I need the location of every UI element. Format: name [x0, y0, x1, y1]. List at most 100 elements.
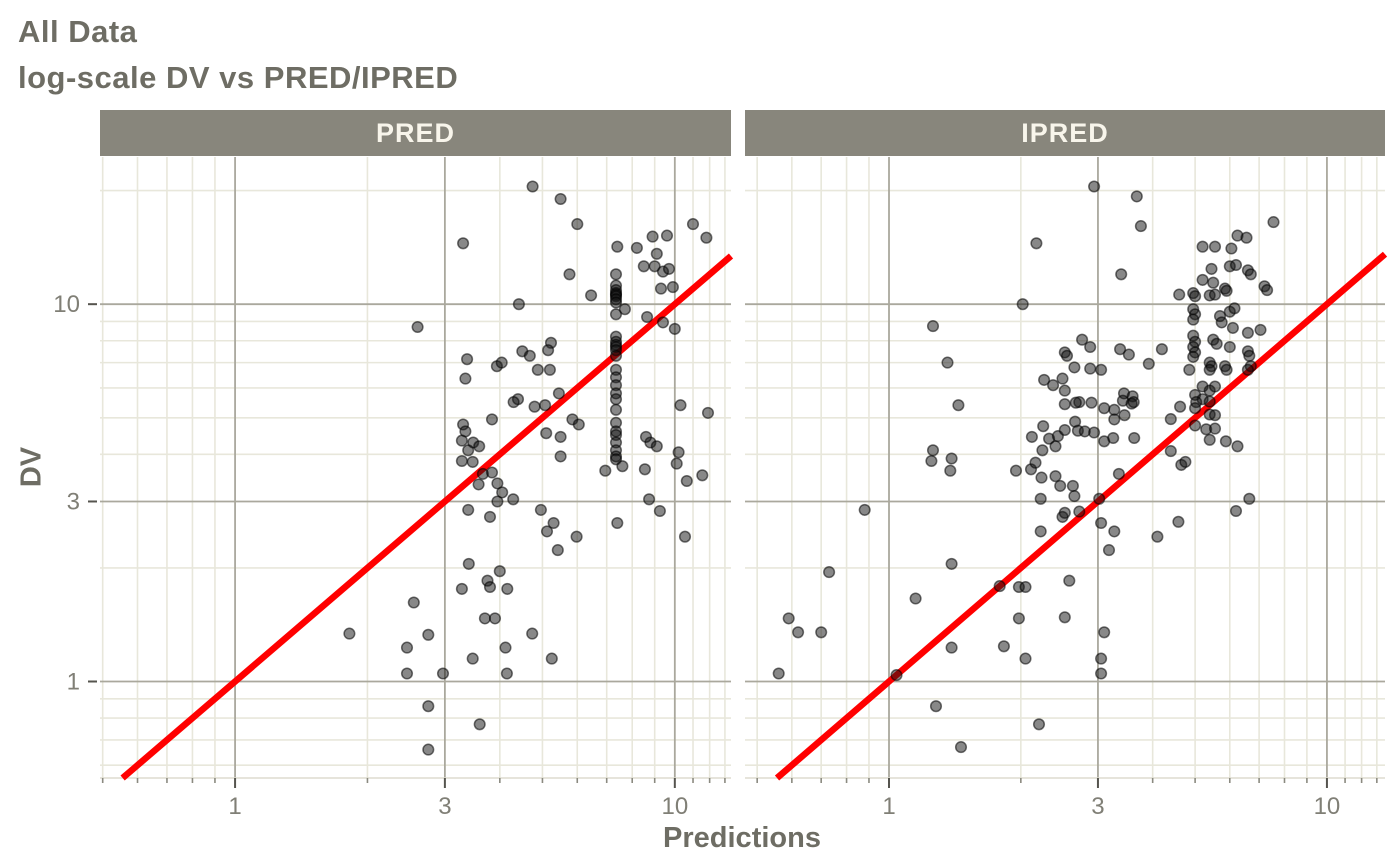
data-point — [496, 486, 509, 499]
data-point — [1068, 361, 1081, 374]
data-point — [1151, 530, 1164, 543]
data-point — [473, 440, 486, 453]
data-point — [534, 503, 547, 516]
data-point — [668, 322, 681, 335]
data-point — [462, 503, 475, 516]
data-point — [1243, 492, 1256, 505]
data-point — [1134, 220, 1147, 233]
data-point — [1254, 323, 1267, 336]
data-point — [400, 667, 414, 680]
data-point — [1189, 402, 1202, 415]
data-point — [1034, 525, 1047, 538]
data-point — [1095, 363, 1108, 376]
data-point — [411, 320, 424, 334]
data-point — [609, 393, 623, 406]
data-point — [1049, 470, 1062, 483]
data-point — [1069, 396, 1082, 409]
data-point — [1164, 413, 1177, 426]
data-point — [858, 503, 871, 516]
data-point — [1115, 268, 1128, 281]
facet-strip-pred: PRED — [100, 110, 731, 156]
data-point — [1189, 290, 1202, 303]
data-point — [1066, 479, 1079, 492]
data-point — [1241, 363, 1254, 376]
data-point — [473, 718, 486, 731]
data-point — [1032, 718, 1046, 731]
data-point — [400, 641, 414, 654]
data-point — [1196, 240, 1209, 253]
data-point — [954, 741, 968, 754]
data-point — [1030, 237, 1043, 250]
data-point — [462, 444, 475, 457]
data-point — [1102, 544, 1116, 557]
data-point — [772, 667, 785, 680]
data-point — [459, 372, 472, 385]
data-point — [1035, 471, 1048, 484]
data-point — [1244, 268, 1257, 281]
data-point — [1208, 288, 1222, 301]
data-point — [1208, 422, 1222, 435]
data-point — [422, 743, 435, 756]
data-point — [1243, 349, 1256, 362]
data-point — [540, 427, 553, 440]
data-point — [1073, 505, 1086, 518]
data-point — [571, 218, 584, 231]
data-point — [547, 516, 560, 530]
data-point — [1210, 337, 1223, 350]
data-point — [455, 434, 468, 447]
data-point — [542, 344, 555, 357]
data-point — [609, 349, 623, 362]
data-point — [1241, 326, 1254, 339]
data-point — [1019, 580, 1032, 594]
data-point — [545, 652, 558, 665]
data-point — [1085, 396, 1098, 409]
data-point — [637, 260, 650, 273]
data-point — [609, 268, 623, 281]
data-point — [1203, 363, 1216, 376]
data-point — [551, 544, 564, 557]
data-point — [1112, 467, 1125, 480]
data-point — [1155, 343, 1168, 356]
data-point — [1088, 180, 1101, 193]
plot-title: All Data — [18, 14, 138, 49]
data-point — [696, 469, 709, 482]
x-axis-tick-label: 10 — [661, 793, 688, 820]
data-point — [422, 700, 435, 713]
data-point — [639, 430, 653, 443]
data-point — [1215, 316, 1228, 329]
data-point — [1058, 506, 1071, 519]
data-point — [1203, 433, 1216, 446]
data-point — [500, 667, 513, 680]
data-point — [641, 310, 654, 324]
data-point — [1208, 240, 1222, 253]
data-point — [512, 298, 525, 311]
data-point — [1084, 340, 1097, 354]
data-point — [1219, 435, 1232, 448]
data-point — [672, 446, 685, 459]
data-point — [653, 504, 666, 518]
data-point — [461, 353, 474, 366]
data-point — [815, 626, 828, 639]
data-point — [1019, 652, 1032, 665]
data-point — [1016, 298, 1029, 311]
data-point — [662, 262, 676, 275]
data-point — [499, 641, 512, 654]
data-point — [1187, 313, 1200, 326]
x-axis-tick-label: 3 — [438, 793, 451, 820]
data-point — [890, 669, 903, 682]
data-point — [1228, 302, 1241, 315]
data-point — [670, 457, 683, 470]
data-point — [1208, 409, 1222, 422]
data-point — [1240, 231, 1253, 244]
data-point — [1063, 574, 1076, 587]
data-point — [526, 627, 539, 640]
data-point — [1196, 273, 1209, 286]
facet-strip-ipred-label: IPRED — [1021, 117, 1109, 148]
data-point — [674, 399, 687, 412]
data-point — [478, 612, 491, 625]
data-point — [925, 454, 938, 468]
data-point — [507, 396, 520, 409]
data-point — [472, 478, 485, 491]
data-point — [422, 628, 435, 641]
